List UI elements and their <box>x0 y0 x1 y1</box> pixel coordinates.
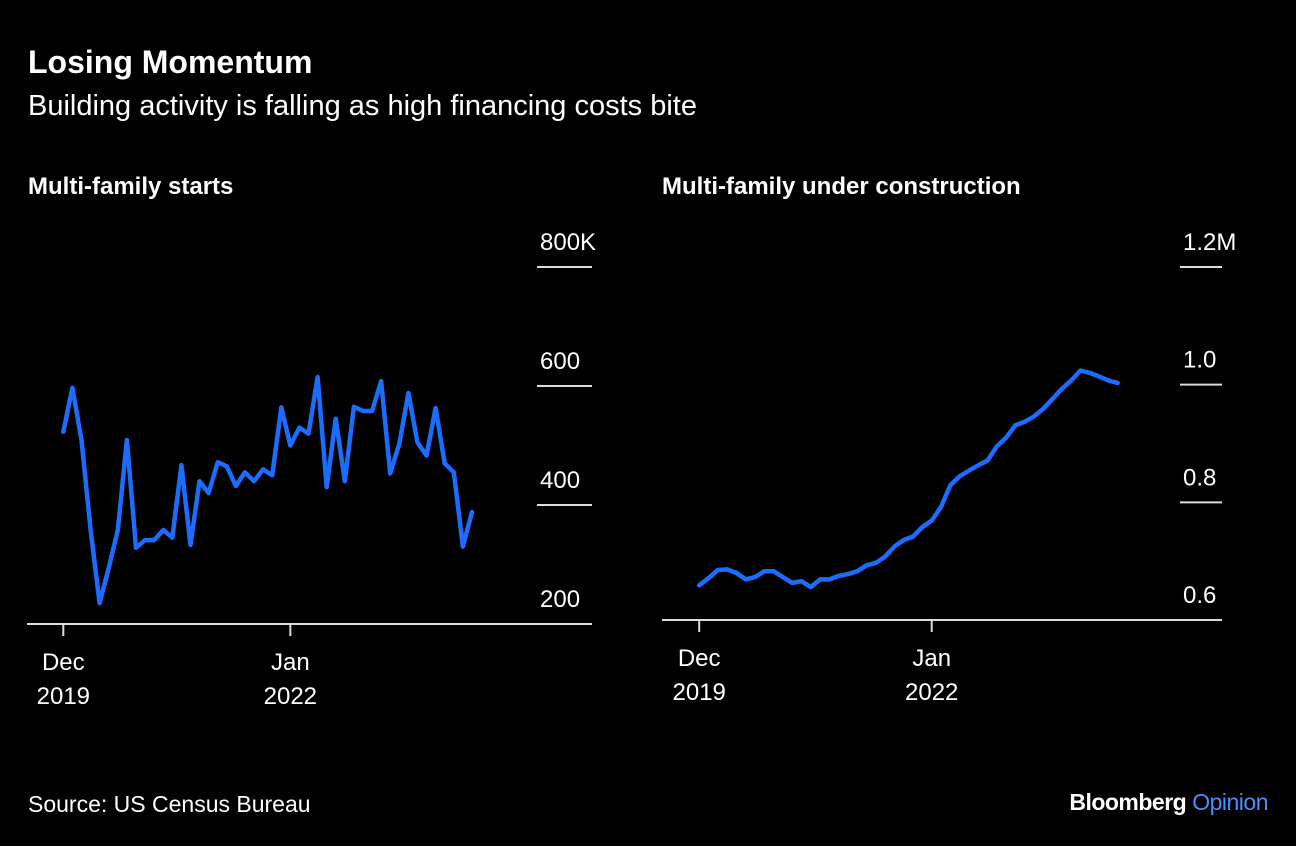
x-tick-label-line: 2022 <box>264 683 317 710</box>
brand: Bloomberg Opinion <box>1069 789 1268 815</box>
x-tick-label-line: Jan <box>271 649 310 676</box>
y-tick-label: 200 <box>540 586 580 613</box>
y-tick-label: 0.8 <box>1183 464 1216 491</box>
y-tick-label: 0.6 <box>1183 582 1216 609</box>
x-tick-label-line: 2019 <box>673 679 726 706</box>
x-tick-label-line: Jan <box>912 645 951 672</box>
x-tick-label-line: 2019 <box>37 683 90 710</box>
y-tick-label: 1.2M <box>1183 229 1236 256</box>
chart-title: Multi-family starts <box>28 173 233 200</box>
x-tick-label-line: Dec <box>678 645 721 672</box>
subtitle: Building activity is falling as high fin… <box>28 90 697 122</box>
source: Source: US Census Bureau <box>28 791 311 817</box>
y-tick-label: 400 <box>540 467 580 494</box>
data-line <box>61 374 475 606</box>
x-tick-label-line: Dec <box>42 649 85 676</box>
y-tick-label: 800K <box>540 229 596 256</box>
data-line <box>696 368 1120 590</box>
x-tick-label-line: 2022 <box>905 679 958 706</box>
x-tick-label: Dec 2019 <box>37 649 90 710</box>
x-tick-label: Jan 2022 <box>264 649 317 710</box>
title: Losing Momentum <box>28 44 312 80</box>
x-tick-label: Dec 2019 <box>673 645 726 706</box>
y-tick-label: 1.0 <box>1183 347 1216 374</box>
chart-title: Multi-family under construction <box>662 173 1021 200</box>
brand-section: Opinion <box>1192 789 1268 815</box>
y-tick-label: 600 <box>540 348 580 375</box>
brand-name: Bloomberg <box>1069 789 1186 815</box>
x-tick-label: Jan 2022 <box>905 645 958 706</box>
